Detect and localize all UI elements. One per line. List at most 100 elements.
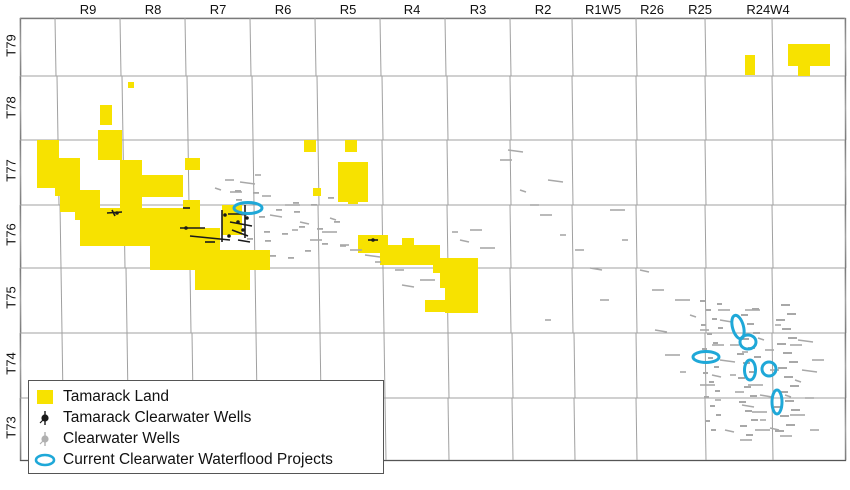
clearwater-well <box>739 401 746 403</box>
range-line <box>844 332 847 399</box>
clearwater-well <box>294 211 300 213</box>
range-line <box>379 17 382 77</box>
clearwater-well <box>753 332 760 334</box>
township-label-t75: T75 <box>3 286 19 309</box>
range-line <box>509 204 512 269</box>
clearwater-well <box>719 359 736 363</box>
legend-label: Current Clearwater Waterflood Projects <box>63 451 333 468</box>
township-label-t74: T74 <box>3 352 19 375</box>
clearwater-well <box>712 318 717 320</box>
clearwater-well <box>259 216 265 218</box>
land-swatch-icon <box>37 390 53 404</box>
clearwater-well <box>742 338 749 340</box>
range-line <box>186 75 189 141</box>
clearwater-well <box>253 192 259 194</box>
legend-label: Tamarack Clearwater Wells <box>63 409 252 426</box>
clearwater-well-icon <box>39 432 49 446</box>
clearwater-well <box>235 190 241 192</box>
range-line <box>121 75 124 141</box>
tamarack-land-parcel <box>163 182 175 192</box>
clearwater-well <box>334 221 340 223</box>
clearwater-well <box>715 390 720 392</box>
range-line <box>635 75 638 141</box>
clearwater-well <box>780 415 789 417</box>
clearwater-well <box>270 255 276 257</box>
range-label-r8: R8 <box>144 2 162 17</box>
range-line <box>19 397 22 461</box>
clearwater-well <box>507 149 524 153</box>
clearwater-well <box>299 226 305 228</box>
clearwater-well <box>750 395 757 397</box>
range-line <box>635 17 638 77</box>
legend-label: Clearwater Wells <box>63 430 180 447</box>
clearwater-well <box>781 304 790 306</box>
range-line <box>59 204 62 269</box>
tamarack-land-parcel <box>195 268 250 290</box>
tamarack-land-parcel <box>440 258 478 288</box>
clearwater-well <box>710 405 715 407</box>
range-line <box>635 139 638 206</box>
clearwater-well <box>757 337 765 341</box>
clearwater-well <box>269 214 283 218</box>
clearwater-well <box>741 314 748 316</box>
range-line <box>704 75 707 141</box>
clearwater-well <box>709 381 714 383</box>
range-line <box>19 267 22 334</box>
waterflood-project <box>738 333 758 351</box>
range-label-r24w4: R24W4 <box>746 2 790 17</box>
clearwater-well <box>785 400 794 402</box>
range-label-r1w5: R1W5 <box>584 2 622 17</box>
clearwater-well <box>769 427 780 431</box>
tamarack-well <box>241 228 245 232</box>
clearwater-well <box>703 372 708 374</box>
clearwater-well <box>749 371 756 373</box>
clearwater-well <box>305 250 311 252</box>
range-line <box>511 332 514 399</box>
tamarack-well <box>371 238 375 242</box>
clearwater-well <box>282 233 288 235</box>
tamarack-land-parcel <box>304 140 316 152</box>
range-line <box>571 204 574 269</box>
clearwater-well <box>276 209 282 211</box>
tamarack-land-parcel <box>130 210 150 238</box>
range-line <box>314 17 317 77</box>
clearwater-well <box>288 257 294 259</box>
range-line <box>844 397 847 461</box>
tamarack-land-parcel <box>43 160 55 168</box>
clearwater-well <box>705 420 710 422</box>
range-line <box>187 139 190 206</box>
range-label-r26: R26 <box>640 2 664 17</box>
range-line <box>444 17 447 77</box>
range-line <box>184 17 187 77</box>
range-line <box>249 17 252 77</box>
township-label-t76: T76 <box>3 223 19 246</box>
clearwater-well <box>322 243 328 245</box>
clearwater-well <box>706 309 711 311</box>
range-line <box>771 267 774 334</box>
clearwater-well <box>317 228 323 230</box>
clearwater-well <box>459 239 470 243</box>
clearwater-well <box>738 377 745 379</box>
range-line <box>19 139 22 206</box>
clearwater-well <box>716 414 721 416</box>
clearwater-well <box>786 424 795 426</box>
range-line <box>446 75 449 141</box>
clearwater-well <box>654 329 668 333</box>
range-line <box>251 75 254 141</box>
range-line <box>19 204 22 269</box>
range-line <box>60 267 63 334</box>
range-line <box>318 267 321 334</box>
clearwater-well <box>519 189 527 193</box>
clearwater-well <box>239 181 256 185</box>
clearwater-well <box>776 319 785 321</box>
clearwater-well <box>759 394 773 398</box>
tamarack-land-parcel <box>345 140 357 152</box>
tamarack-well <box>111 209 116 217</box>
clearwater-well <box>784 394 792 398</box>
clearwater-well <box>744 386 751 388</box>
clearwater-well <box>791 409 800 411</box>
clearwater-well <box>547 179 564 183</box>
clearwater-well <box>801 369 818 373</box>
clearwater-well <box>747 323 754 325</box>
